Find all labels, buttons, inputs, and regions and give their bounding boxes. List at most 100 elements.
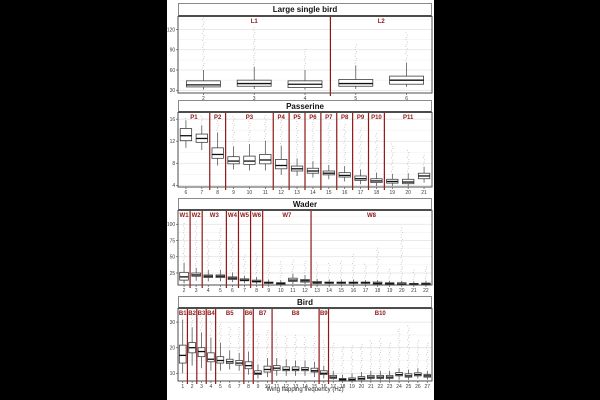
- svg-text:10: 10: [278, 288, 284, 293]
- boxplot: [357, 344, 366, 381]
- svg-text:5: 5: [219, 288, 222, 293]
- svg-text:7: 7: [238, 384, 241, 389]
- boxplot: [239, 254, 250, 284]
- boxplot: [236, 27, 272, 89]
- group-label: W7: [282, 213, 292, 219]
- group-label: P6: [309, 115, 317, 121]
- svg-text:13: 13: [294, 190, 300, 195]
- chart-wader: W1 W2 W3 W4 W5 W6 W7 W8 25 50 75 100 2 3 4 5 6 7 8 9 10 11 12 1…: [167, 210, 433, 293]
- svg-text:120: 120: [167, 27, 175, 33]
- panel-passerine: Passerine P1 P2 P3 P4 P5 P6 P7 P8 P9 P10 P11 4 8 12 16…: [167, 100, 434, 195]
- svg-text:9: 9: [257, 384, 260, 389]
- svg-text:19: 19: [387, 288, 393, 293]
- boxplot: [197, 315, 206, 369]
- boxplot: [188, 310, 196, 366]
- strip-passerine: Passerine: [178, 100, 432, 112]
- boxplot: [354, 127, 367, 185]
- svg-text:15: 15: [326, 190, 332, 195]
- svg-text:2: 2: [202, 96, 205, 101]
- svg-text:8: 8: [216, 190, 219, 195]
- boxplot: [402, 149, 415, 187]
- group-label: W2: [192, 213, 202, 219]
- boxplot: [203, 239, 213, 282]
- svg-text:60: 60: [170, 68, 176, 74]
- svg-text:16: 16: [342, 190, 348, 195]
- group-label: B1: [179, 311, 187, 317]
- svg-text:12: 12: [170, 139, 176, 145]
- boxplot: [259, 115, 272, 171]
- boxplot: [409, 269, 419, 285]
- boxplot: [215, 227, 226, 282]
- group-label: P7: [325, 115, 333, 121]
- boxplot: [235, 327, 243, 371]
- panel-wader: Wader W1 W2 W3 W4 W5 W6 W7 W8 25 50 75 100 2 3 4 5 6 7 8 9 1…: [167, 198, 434, 293]
- svg-text:5: 5: [219, 384, 222, 389]
- svg-text:23: 23: [387, 384, 393, 389]
- group-divider-lines: [189, 210, 312, 288]
- boxplot: [244, 330, 253, 375]
- svg-text:6: 6: [405, 96, 408, 101]
- svg-text:17: 17: [330, 384, 336, 389]
- boxplot: [254, 334, 262, 379]
- boxplot: [211, 115, 224, 166]
- svg-text:20: 20: [170, 346, 176, 352]
- boxplot: [372, 247, 383, 285]
- boxplot: [389, 32, 425, 87]
- boxplot: [191, 221, 201, 281]
- boxplot: [291, 334, 300, 376]
- axis-ticks: 4 8 12 16 6 7 8 9 10 11 12 13 14 15 16 17 18 19 20 21: [170, 117, 427, 195]
- boxplot: [320, 339, 328, 379]
- svg-text:16: 16: [351, 288, 357, 293]
- svg-text:15: 15: [339, 288, 345, 293]
- group-label: P4: [278, 115, 286, 121]
- group-label: P1: [190, 115, 198, 121]
- group-divider-lines: [209, 112, 385, 190]
- boxplot: [178, 312, 187, 374]
- group-label: P8: [341, 115, 349, 121]
- boxplot: [338, 346, 347, 381]
- boxplot: [179, 223, 189, 284]
- svg-text:8: 8: [255, 288, 258, 293]
- boxplot: [367, 340, 375, 381]
- svg-text:16: 16: [170, 117, 176, 123]
- svg-text:16: 16: [321, 384, 327, 389]
- group-label: B2: [188, 311, 196, 317]
- boxplot: [423, 342, 432, 380]
- boxplot: [404, 325, 413, 380]
- group-label: B5: [226, 311, 234, 317]
- svg-text:1: 1: [181, 384, 184, 389]
- boxplot: [207, 321, 215, 371]
- svg-text:21: 21: [411, 288, 417, 293]
- boxplot: [275, 115, 288, 175]
- svg-text:8: 8: [172, 161, 175, 167]
- boxplot: [348, 345, 356, 381]
- svg-text:4: 4: [304, 96, 307, 101]
- boxplot: [360, 263, 371, 285]
- svg-text:21: 21: [421, 190, 427, 195]
- boxplot: [386, 143, 399, 186]
- panel-border: [177, 210, 433, 286]
- svg-text:20: 20: [399, 288, 405, 293]
- boxplot: [336, 260, 347, 285]
- svg-text:3: 3: [200, 384, 203, 389]
- chart-passerine: P1 P2 P3 P4 P5 P6 P7 P8 P9 P10 P11 4 8 12 16 6 7 8 9 10 11 12…: [170, 112, 433, 195]
- group-label: P9: [357, 115, 365, 121]
- boxplot: [243, 116, 256, 171]
- x-axis-label: Wing flapping frequency (Hz): [266, 387, 344, 393]
- boxplot: [263, 260, 274, 285]
- svg-text:8: 8: [247, 384, 250, 389]
- svg-text:25: 25: [406, 384, 412, 389]
- boxplot: [322, 123, 335, 180]
- svg-text:11: 11: [290, 288, 295, 293]
- svg-text:21: 21: [368, 384, 374, 389]
- strip-wader: Wader: [178, 198, 432, 210]
- boxplot-figure: Large single bird L1 L2 30 60 90 120 2 3 4 5 6 Pas…: [167, 0, 434, 400]
- svg-text:4: 4: [207, 288, 210, 293]
- group-label: B6: [245, 311, 253, 317]
- boxplot: [185, 16, 221, 90]
- svg-text:75: 75: [170, 238, 176, 244]
- boxplot: [195, 115, 208, 151]
- svg-text:3: 3: [195, 288, 198, 293]
- strip-large-single-bird: Large single bird: [178, 3, 432, 16]
